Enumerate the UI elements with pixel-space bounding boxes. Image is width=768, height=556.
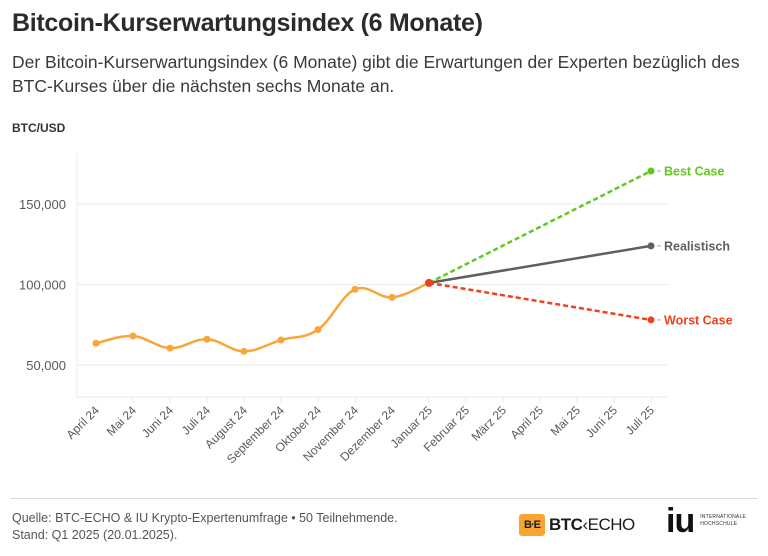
january-25-point (425, 278, 433, 287)
best-case-line (428, 169, 652, 285)
source-text: Quelle: BTC-ECHO & IU Krypto-Expertenumf… (12, 511, 398, 525)
x-tick-label: Juli 24 (179, 403, 214, 438)
y-tick-label: 50,000 (26, 358, 66, 373)
y-tick-label: 150,000 (19, 197, 66, 212)
best-case-point (647, 167, 655, 175)
history-point (351, 285, 359, 293)
grid-layer (77, 203, 668, 366)
iu-line1: INTERNATIONALE (700, 514, 746, 520)
realistic-point (647, 242, 655, 250)
x-tick-label: Juli 25 (623, 403, 658, 438)
y-tick-label: 100,000 (19, 278, 66, 293)
history-point (388, 293, 396, 301)
history-point (166, 344, 174, 352)
x-tick-label: März 25 (469, 403, 510, 444)
x-tick-label: April 25 (507, 403, 546, 442)
btc-echo-badge-icon: B·E (519, 514, 545, 536)
logo-btc-light: ECHO (587, 515, 636, 534)
page-subtitle: Der Bitcoin-Kurserwartungsindex (6 Monat… (12, 52, 740, 96)
realistic-label: Realistisch (664, 239, 730, 253)
worst-case-label: Worst Case (664, 313, 733, 327)
worst-case-line (428, 281, 652, 322)
btc-echo-logo: B·E BTC‹ECHO (519, 514, 635, 536)
page-title: Bitcoin-Kurserwartungsindex (6 Monate) (12, 9, 483, 37)
history-point (277, 336, 285, 344)
x-tick-label: Mai 24 (104, 403, 140, 439)
x-tick-label: Mai 25 (548, 403, 584, 439)
realistic-line (428, 244, 652, 285)
history-point (129, 332, 137, 340)
date-text: Stand: Q1 2025 (20.01.2025). (12, 528, 178, 542)
iu-mark: iu (666, 502, 695, 540)
history-point (203, 335, 211, 343)
iu-line2: HOCHSCHULE (700, 521, 738, 527)
footer-divider (10, 498, 758, 499)
x-tick-label: Juni 24 (139, 403, 176, 440)
history-point (92, 339, 100, 347)
x-tick-label: Juni 25 (583, 403, 620, 440)
iu-logo: iu INTERNATIONALE HOCHSCHULE (666, 502, 746, 540)
footer-source: Quelle: BTC-ECHO & IU Krypto-Expertenumf… (12, 510, 398, 544)
worst-case-point (647, 316, 655, 324)
y-axis-label: BTC/USD (12, 121, 66, 135)
logo-btc-bold: BTC (549, 515, 583, 534)
x-tick-label: April 24 (63, 403, 102, 442)
series-layer (92, 167, 655, 355)
history-point (314, 326, 322, 334)
history-line (94, 281, 431, 353)
logo-btc-arrow: ‹ (582, 515, 588, 534)
history-point (240, 347, 248, 355)
label-layer: Best Case Realistisch Worst Case (657, 164, 733, 327)
best-case-label: Best Case (664, 164, 724, 178)
